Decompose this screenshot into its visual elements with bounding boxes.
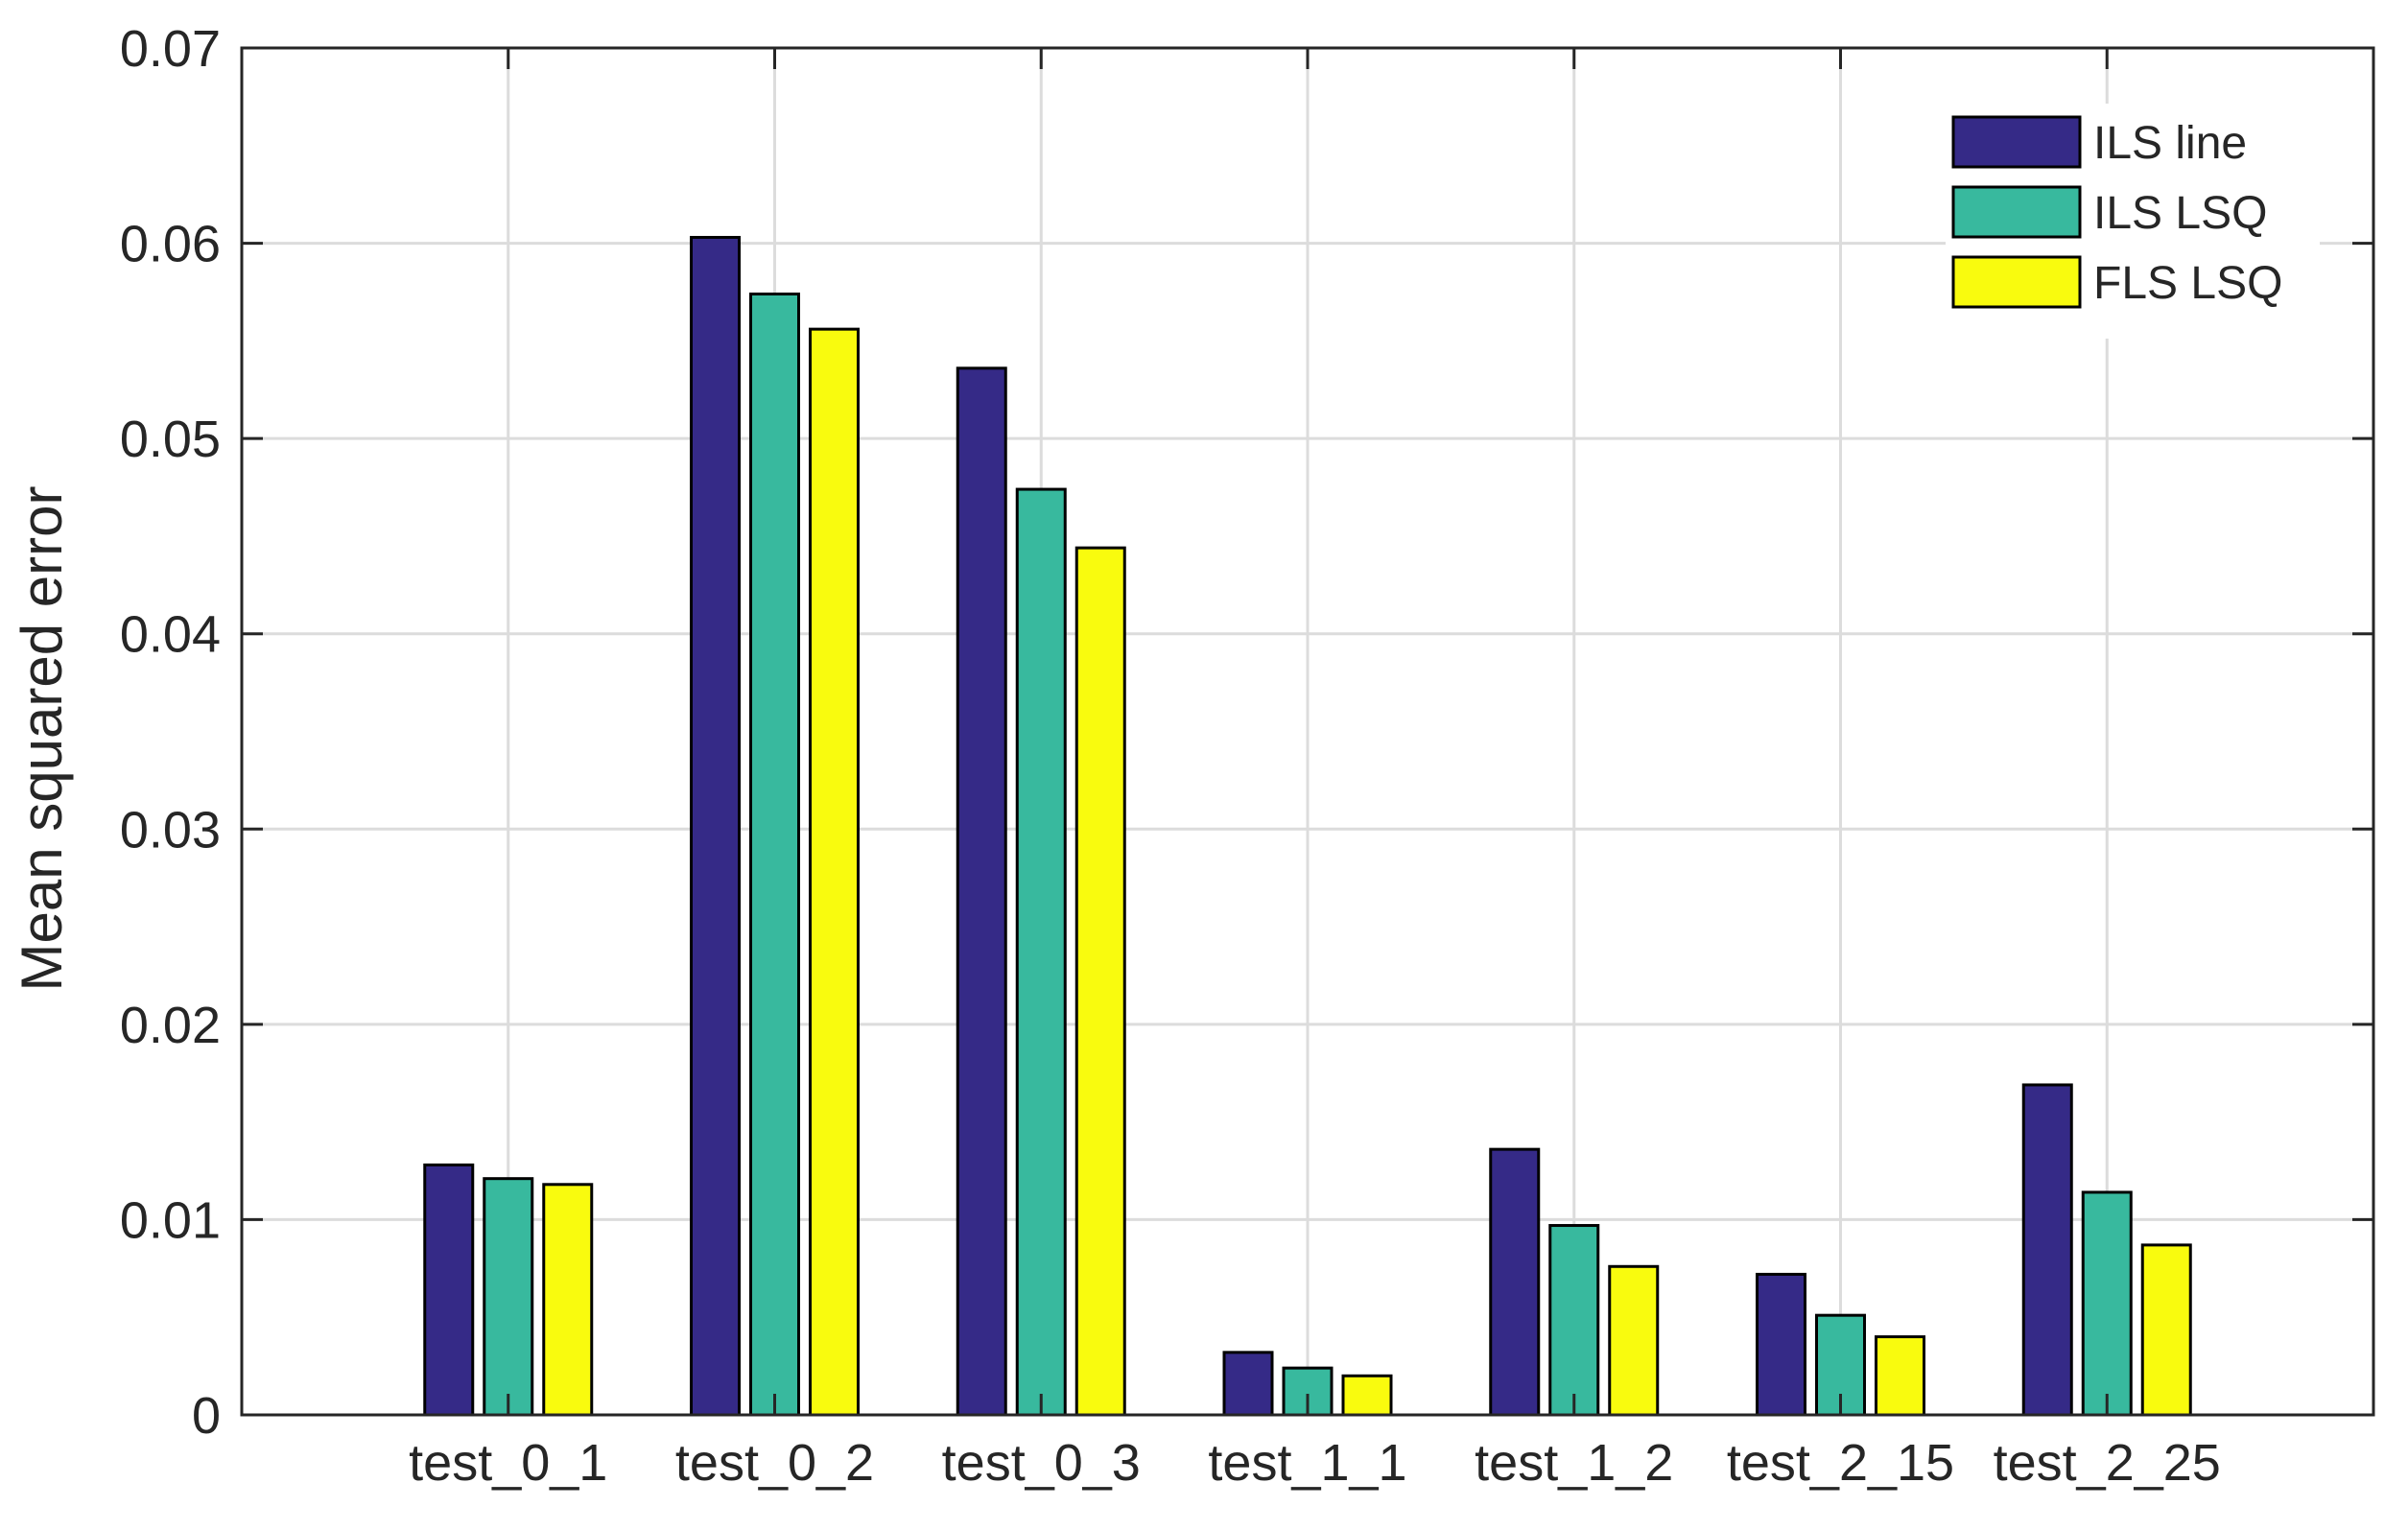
x-tick-label: test_2_25: [1994, 1434, 2221, 1492]
bar-fls-lsq-test_2_25: [2140, 1243, 2192, 1417]
y-tick-label: 0.01: [120, 1191, 221, 1249]
y-tick-label: 0.03: [120, 801, 221, 859]
legend-swatch: [1951, 185, 2082, 239]
bar-ils-line-test_1_1: [1222, 1351, 1274, 1417]
y-tick-label: 0: [192, 1387, 221, 1445]
y-axis-label: Mean squared error: [10, 486, 74, 992]
tick-labels: 0 0.01 0.02 0.03 0.04 0.05 0.06 0.07 test_0_1 tes…: [120, 20, 2221, 1492]
bar-ils-line-test_0_1: [423, 1163, 475, 1417]
bar-ils-line-test_0_2: [690, 235, 741, 1417]
x-tick-label: test_0_3: [942, 1434, 1141, 1492]
y-tick-label: 0.04: [120, 606, 221, 664]
legend-swatch: [1951, 255, 2082, 309]
y-tick-label: 0.07: [120, 20, 221, 78]
bar-fls-lsq-test_1_1: [1341, 1374, 1393, 1417]
x-tick-label: test_2_15: [1727, 1434, 1954, 1492]
bars: [423, 235, 2192, 1417]
legend: ILS line ILS LSQ FLS LSQ: [1946, 104, 2320, 339]
bar-ils-lsq-test_0_1: [483, 1177, 534, 1417]
x-tick-label: test_1_1: [1208, 1434, 1406, 1492]
bar-ils-line-test_1_2: [1489, 1147, 1541, 1417]
y-tick-label: 0.05: [120, 411, 221, 468]
legend-label: FLS LSQ: [2093, 258, 2282, 309]
bar-ils-lsq-test_2_25: [2081, 1190, 2133, 1417]
x-tick-label: test_0_2: [675, 1434, 874, 1492]
legend-label: ILS LSQ: [2093, 188, 2267, 239]
x-tick-label: test_0_1: [409, 1434, 607, 1492]
bar-ils-line-test_2_15: [1756, 1272, 1806, 1417]
bar-fls-lsq-test_2_15: [1875, 1335, 1925, 1417]
bar-fls-lsq-test_0_1: [542, 1183, 594, 1417]
bar-fls-lsq-test_0_3: [1074, 546, 1126, 1417]
bar-fls-lsq-test_0_2: [809, 327, 860, 1417]
bar-ils-line-test_0_3: [956, 366, 1007, 1417]
axes: [240, 46, 2375, 1417]
legend-swatch: [1951, 115, 2082, 169]
bar-ils-lsq-test_0_2: [749, 293, 800, 1417]
bar-ils-line-test_2_25: [2021, 1083, 2073, 1417]
bar-ils-lsq-test_1_2: [1548, 1224, 1600, 1417]
y-tick-label: 0.06: [120, 216, 221, 273]
y-tick-label: 0.02: [120, 997, 221, 1054]
grid-lines: [242, 48, 2373, 1415]
legend-label: ILS line: [2093, 118, 2247, 169]
bar-ils-lsq-test_0_3: [1015, 487, 1067, 1417]
x-tick-label: test_1_2: [1475, 1434, 1673, 1492]
bar-fls-lsq-test_1_2: [1608, 1264, 1660, 1417]
